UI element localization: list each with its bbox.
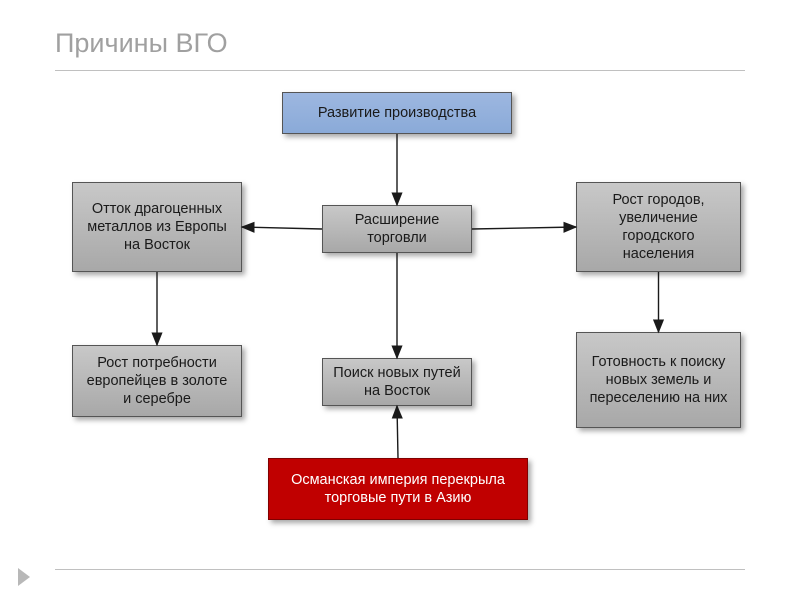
arrow	[472, 227, 576, 229]
node-label: Рост потребности европейцев в золоте и с…	[81, 354, 233, 408]
arrow	[242, 227, 322, 229]
node-left_upper: Отток драгоценных металлов из Европы на …	[72, 182, 242, 272]
node-right_lower: Готовность к поиску новых земель и перес…	[576, 332, 741, 428]
node-center: Расширение торговли	[322, 205, 472, 253]
node-label: Расширение торговли	[331, 211, 463, 247]
node-bottom: Османская империя перекрыла торговые пут…	[268, 458, 528, 520]
node-label: Поиск новых путей на Восток	[331, 364, 463, 400]
arrow	[397, 406, 398, 458]
slide-title: Причины ВГО	[55, 28, 228, 59]
node-label: Развитие производства	[318, 104, 476, 122]
node-label: Османская империя перекрыла торговые пут…	[277, 471, 519, 507]
node-top: Развитие производства	[282, 92, 512, 134]
node-center_low: Поиск новых путей на Восток	[322, 358, 472, 406]
node-left_lower: Рост потребности европейцев в золоте и с…	[72, 345, 242, 417]
bottom-divider	[55, 569, 745, 570]
node-label: Отток драгоценных металлов из Европы на …	[81, 200, 233, 254]
slide-corner-marker	[18, 568, 30, 586]
title-underline	[55, 70, 745, 71]
node-label: Рост городов, увеличение городского насе…	[585, 191, 732, 264]
node-right_upper: Рост городов, увеличение городского насе…	[576, 182, 741, 272]
node-label: Готовность к поиску новых земель и перес…	[585, 353, 732, 407]
